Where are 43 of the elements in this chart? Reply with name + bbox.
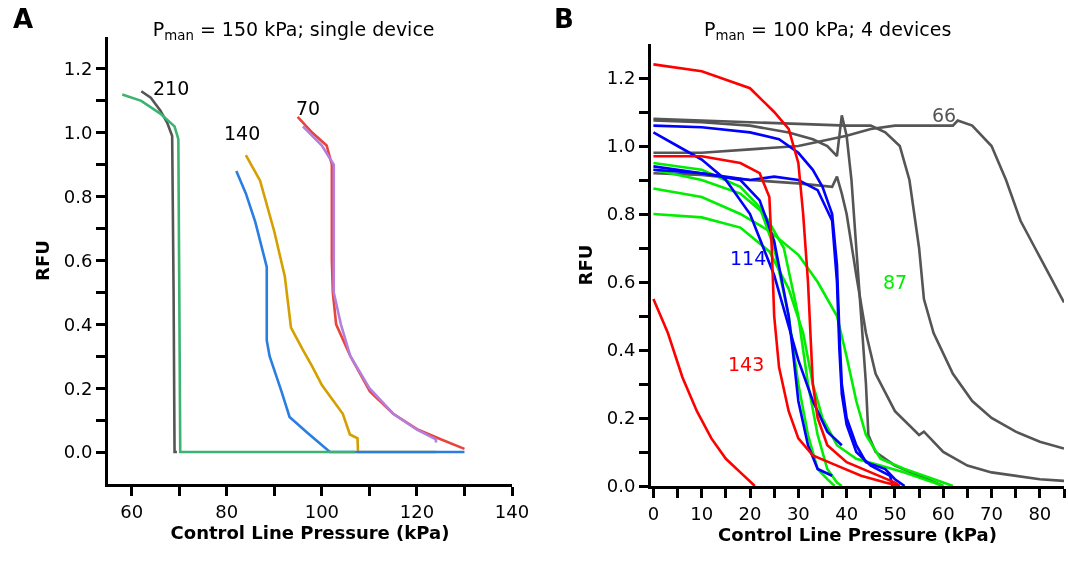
annotation: 87 xyxy=(883,271,908,293)
x-tick-label: 140 xyxy=(494,500,530,522)
y-tick-label: 1.2 xyxy=(63,58,93,80)
annotation: 143 xyxy=(728,353,765,375)
x-tick-label: 70 xyxy=(980,502,1003,524)
x-tick-label: 120 xyxy=(399,500,435,522)
x-tick-label: 100 xyxy=(304,500,340,522)
text: B xyxy=(554,4,574,34)
x-axis-title: Control Line Pressure (kPa) xyxy=(170,521,450,543)
annotation: 114 xyxy=(730,247,767,269)
y-tick-label: 0.2 xyxy=(63,377,93,399)
y-tick-label: 1.0 xyxy=(606,135,636,157)
y-tick-label: 0.4 xyxy=(606,339,636,361)
y-tick-label: 1.2 xyxy=(606,67,636,89)
y-tick-label: 0.0 xyxy=(63,441,93,463)
x-tick-label: 10 xyxy=(690,502,714,524)
x-tick-label: 0 xyxy=(647,502,660,524)
annotation: 140 xyxy=(224,122,261,144)
x-tick-label: 20 xyxy=(738,502,762,524)
x-tick-label: 80 xyxy=(1028,502,1052,524)
annotation: 210 xyxy=(153,77,190,99)
x-tick-label: 60 xyxy=(120,500,144,522)
annotation: 66 xyxy=(932,104,957,126)
text: A xyxy=(13,4,34,34)
annotation: 70 xyxy=(296,97,321,119)
y-tick-label: 0.0 xyxy=(606,475,636,497)
y-axis-title: RFU xyxy=(31,240,53,281)
x-tick-label: 40 xyxy=(835,502,859,524)
x-tick-label: 30 xyxy=(786,502,810,524)
y-tick-label: 0.8 xyxy=(63,185,93,207)
y-tick-label: 0.6 xyxy=(63,249,93,271)
chart-title: P$_{man}$ = 100 kPa; 4 devices xyxy=(703,18,952,44)
x-axis-title: Control Line Pressure (kPa) xyxy=(718,523,997,545)
chart-title: P$_{man}$ = 150 kPa; single device xyxy=(152,18,435,44)
x-tick-label: 50 xyxy=(883,502,907,524)
y-tick-label: 0.4 xyxy=(63,313,93,335)
y-tick-label: 0.2 xyxy=(606,407,636,429)
y-tick-label: 0.6 xyxy=(606,271,636,293)
y-tick-label: 0.8 xyxy=(606,203,636,225)
x-tick-label: 80 xyxy=(215,500,239,522)
y-tick-label: 1.0 xyxy=(63,122,93,144)
x-tick-label: 60 xyxy=(931,502,955,524)
y-axis-title: RFU xyxy=(574,244,596,286)
